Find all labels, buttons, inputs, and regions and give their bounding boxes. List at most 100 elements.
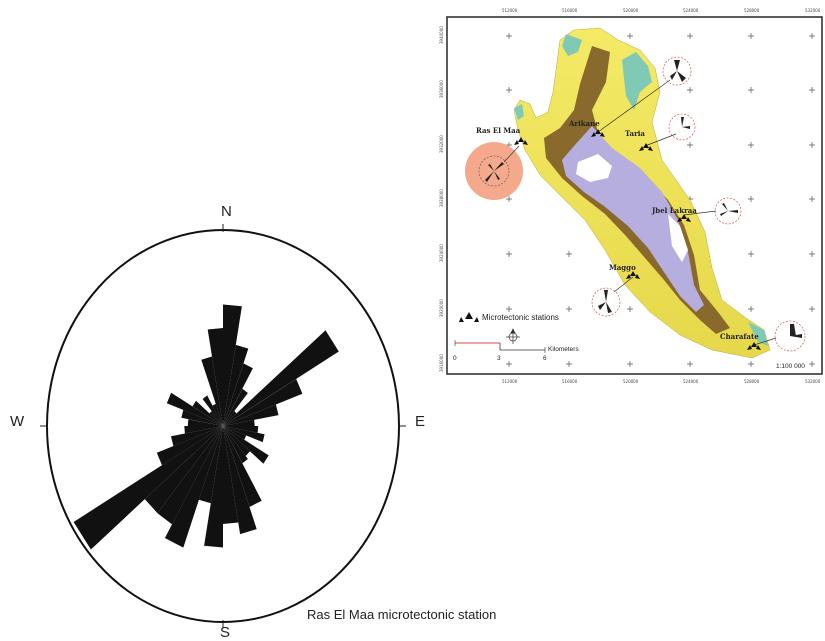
station-marker-1 [591, 129, 605, 137]
grid-cross-1-4 [566, 251, 572, 257]
west-label: W [10, 413, 25, 430]
grid-cross-0-3 [506, 196, 512, 202]
rose-petal-26 [184, 426, 223, 434]
grid-cross-5-5 [809, 306, 815, 312]
ras-el-maa-mini-rose [478, 155, 510, 187]
scale-bar: 0 3 6 Kilometers [453, 340, 579, 362]
y-tick-5: 3920000 [439, 299, 444, 317]
grid-cross-5-0 [809, 33, 815, 39]
grid-cross-3-2 [687, 142, 693, 148]
grid-cross-3-0 [687, 33, 693, 39]
grid-cross-2-0 [627, 33, 633, 39]
mini-rose-maggo-petals [598, 290, 612, 313]
rose-petal-30 [192, 400, 223, 426]
rose-diagram [40, 224, 406, 628]
rose-petal-28 [181, 409, 223, 426]
terrain-peak-white [576, 154, 612, 182]
station-label-taria: Taria [625, 129, 645, 138]
grid-cross-4-1 [748, 87, 754, 93]
rose-petal-33 [212, 403, 223, 426]
north-label: N [221, 203, 232, 220]
rose-petal-4 [223, 411, 237, 426]
rose-petal-20 [164, 426, 223, 548]
terrain-peak-white-south [668, 214, 688, 262]
caption: Ras El Maa microtectonic station [307, 607, 497, 622]
x-tick-bottom-2: 520000 [623, 379, 639, 384]
x-tick-top-4: 528000 [744, 8, 760, 13]
rose-petal-13 [223, 426, 250, 456]
x-tick-top-0: 512000 [502, 8, 518, 13]
east-label: E [415, 413, 426, 430]
station-label-charafate: Charafate [720, 332, 759, 341]
rose-petal-29 [166, 392, 223, 426]
y-tick-3: 3928000 [439, 189, 444, 207]
station-markers [514, 129, 761, 350]
grid-cross-3-6 [687, 361, 693, 367]
mini-rose-charafate-petals [790, 324, 802, 338]
y-tick-6: 3916000 [439, 354, 444, 372]
rose-petal-17 [223, 426, 239, 524]
scale-ratio: 1:100 000 [776, 363, 805, 370]
rose-petal-6 [223, 379, 303, 426]
legend-station-icon [459, 312, 479, 322]
rose-petal-0 [223, 304, 242, 426]
grid-cross-1-6 [566, 361, 572, 367]
x-tick-bottom-1: 516000 [562, 379, 578, 384]
legend: Microtectonic stations [459, 312, 559, 322]
grid-cross-3-1 [687, 87, 693, 93]
rose-petal-1 [223, 344, 249, 426]
rose-petals [73, 304, 339, 550]
terrain-coastal-cyan-west [514, 104, 524, 120]
x-tick-top-2: 520000 [623, 8, 639, 13]
rose-petal-32 [202, 395, 223, 426]
rose-petal-24 [156, 426, 223, 466]
x-tick-bottom-0: 512000 [502, 379, 518, 384]
rose-petal-5 [223, 330, 339, 426]
rose-petal-15 [223, 426, 262, 507]
y-tick-2: 3932000 [439, 135, 444, 153]
grid-cross-4-5 [748, 306, 754, 312]
rose-petal-23 [73, 426, 223, 550]
rose-petal-34 [201, 356, 223, 426]
rose-petal-25 [171, 426, 223, 447]
grid-cross-2-5 [627, 306, 633, 312]
rose-petal-8 [223, 419, 255, 426]
x-tick-top-1: 516000 [562, 8, 578, 13]
rose-petal-7 [223, 404, 279, 426]
y-tick-labels: 3940000 3936000 3932000 3928000 3924000 39200… [439, 26, 444, 372]
rose-petal-22 [144, 426, 223, 514]
x-tick-bottom-4: 528000 [744, 379, 760, 384]
grid-cross-5-3 [809, 196, 815, 202]
grid-cross-5-1 [809, 87, 815, 93]
rose-petal-31 [209, 411, 223, 426]
grid-cross-0-1 [506, 87, 512, 93]
rose-petal-2 [223, 363, 253, 426]
y-tick-4: 3924000 [439, 244, 444, 262]
mini-rose-taria-petals [681, 117, 690, 129]
grid-cross-0-4 [506, 251, 512, 257]
terrain-coastal-cyan-south [748, 322, 768, 346]
south-label: S [220, 624, 231, 641]
scale-unit: Kilometers [548, 346, 579, 353]
station-marker-2 [639, 143, 653, 151]
x-tick-bottom-5: 532000 [805, 379, 821, 384]
rose-petal-16 [223, 426, 257, 535]
rose-petal-9 [223, 426, 259, 433]
station-label-arikane: Arikane [568, 119, 600, 128]
x-tick-bottom-3: 524000 [683, 379, 699, 384]
rose-petal-27 [187, 419, 223, 426]
scale-tick-0: 0 [453, 355, 457, 362]
y-tick-1: 3936000 [439, 80, 444, 98]
x-tick-top-3: 524000 [683, 8, 699, 13]
grid-cross-4-3 [748, 196, 754, 202]
terrain-coastal-cyan-east [622, 52, 652, 110]
station-marker-5 [747, 342, 761, 350]
station-marker-3 [677, 214, 691, 222]
terrain-coastal-cyan [562, 34, 582, 56]
grid-cross-5-6 [809, 361, 815, 367]
grid-cross-4-2 [748, 142, 754, 148]
rose-petal-18 [204, 426, 223, 548]
y-tick-0: 3940000 [439, 26, 444, 44]
grid-cross-0-0 [506, 33, 512, 39]
scale-tick-3: 3 [497, 355, 501, 362]
